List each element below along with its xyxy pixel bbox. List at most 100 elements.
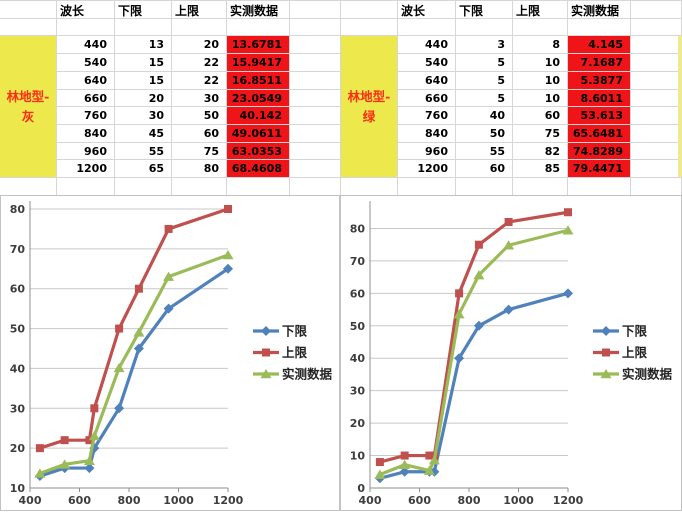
cell-measured[interactable]: 8.6011 xyxy=(568,89,631,108)
chart-canvas-green: 0 10 20 30 40 50 60 70 80 400 600 800 1000 1200 下限上限实测… xyxy=(350,201,673,507)
series-line xyxy=(38,253,230,475)
cell-lower[interactable]: 40 xyxy=(456,107,513,126)
cell-lower[interactable]: 5 xyxy=(456,71,513,90)
cell-measured[interactable]: 65.6481 xyxy=(568,125,631,143)
cell-upper[interactable]: 60 xyxy=(513,107,568,126)
cell-empty xyxy=(57,18,115,37)
chart-green[interactable]: 0 10 20 30 40 50 60 70 80 400 600 800 1000 1200 下限 上限 实测… xyxy=(340,195,682,511)
cell-measured[interactable]: 13.6781 xyxy=(227,36,290,55)
cell-lower[interactable]: 60 xyxy=(456,160,513,179)
cell-upper[interactable]: 22 xyxy=(172,71,227,90)
y-tick-label: 20 xyxy=(10,442,26,455)
data-point-marker xyxy=(473,320,484,331)
cell-lower[interactable]: 5 xyxy=(456,54,513,72)
cell-lower[interactable]: 65 xyxy=(115,160,172,179)
cell-lower[interactable]: 15 xyxy=(115,71,172,90)
cell-upper[interactable]: 20 xyxy=(172,36,227,55)
cell-lower[interactable]: 20 xyxy=(115,89,172,108)
cell-wavelength[interactable]: 760 xyxy=(57,107,115,126)
cell-wavelength[interactable]: 1200 xyxy=(57,160,115,179)
column-header-lower[interactable]: 下限 xyxy=(115,1,172,19)
legend-marker xyxy=(261,326,271,336)
cell-wavelength[interactable]: 840 xyxy=(398,125,456,143)
column-header-measured[interactable]: 实测数据 xyxy=(568,1,631,19)
cell-measured[interactable]: 68.4608 xyxy=(227,160,290,179)
cell-wavelength[interactable]: 960 xyxy=(57,142,115,161)
cell-upper[interactable]: 10 xyxy=(513,54,568,72)
cell-measured[interactable]: 40.142 xyxy=(227,107,290,126)
cell-upper[interactable]: 85 xyxy=(513,160,568,179)
cell-upper[interactable]: 82 xyxy=(513,142,568,161)
cell-measured[interactable]: 15.9417 xyxy=(227,54,290,72)
cell-wavelength[interactable]: 660 xyxy=(57,89,115,108)
cell-upper[interactable]: 30 xyxy=(172,89,227,108)
cell-measured[interactable]: 5.3877 xyxy=(568,71,631,90)
column-header-wavelength[interactable]: 波长 xyxy=(398,1,456,19)
y-tick-label: 30 xyxy=(350,385,366,398)
x-tick-label: 1000 xyxy=(503,494,534,507)
column-header-upper[interactable]: 上限 xyxy=(172,1,227,19)
cell-lower[interactable]: 55 xyxy=(115,142,172,161)
cell-wavelength[interactable]: 760 xyxy=(398,107,456,126)
column-header-measured[interactable]: 实测数据 xyxy=(227,1,290,19)
cell-wavelength[interactable]: 540 xyxy=(398,54,456,72)
cell-measured[interactable]: 49.0611 xyxy=(227,125,290,143)
cell-wavelength[interactable]: 440 xyxy=(57,36,115,55)
cell-lower[interactable]: 45 xyxy=(115,125,172,143)
cell-empty xyxy=(631,125,682,143)
data-point-marker xyxy=(84,463,95,474)
y-tick-label: 40 xyxy=(350,352,366,365)
cell-empty xyxy=(0,18,57,37)
cell-upper[interactable]: 75 xyxy=(172,142,227,161)
cell-wavelength[interactable]: 440 xyxy=(398,36,456,55)
cell-lower[interactable]: 5 xyxy=(456,89,513,108)
cell-measured[interactable]: 7.1687 xyxy=(568,54,631,72)
cell-empty xyxy=(227,178,290,196)
cell-measured[interactable]: 23.0549 xyxy=(227,89,290,108)
cell-lower[interactable]: 15 xyxy=(115,54,172,72)
cell-wavelength[interactable]: 660 xyxy=(398,89,456,108)
cell-wavelength[interactable]: 640 xyxy=(398,71,456,90)
cell-measured[interactable]: 16.8511 xyxy=(227,71,290,90)
cell-upper[interactable]: 75 xyxy=(513,125,568,143)
series-triangle xyxy=(374,225,574,479)
cell-measured[interactable]: 79.4471 xyxy=(568,160,631,179)
cell-upper[interactable]: 60 xyxy=(172,125,227,143)
cell-measured[interactable]: 63.0353 xyxy=(227,142,290,161)
column-header-upper[interactable]: 上限 xyxy=(513,1,568,19)
cell-lower[interactable]: 30 xyxy=(115,107,172,126)
legend-marker xyxy=(260,369,272,379)
cell-upper[interactable]: 8 xyxy=(513,36,568,55)
cell-upper[interactable]: 10 xyxy=(513,89,568,108)
row-label-green[interactable]: 林地型- 绿 xyxy=(341,36,398,179)
cell-wavelength[interactable]: 540 xyxy=(57,54,115,72)
chart-gray[interactable]: 10 20 30 40 50 60 70 80 400 600 800 1000 1200 下限 上限 实测数… xyxy=(0,195,340,511)
cell-measured[interactable]: 74.8289 xyxy=(568,142,631,161)
cell-upper[interactable]: 80 xyxy=(172,160,227,179)
data-point-marker xyxy=(224,205,232,213)
column-header-lower[interactable]: 下限 xyxy=(456,1,513,19)
cell-lower[interactable]: 55 xyxy=(456,142,513,161)
cell-wavelength[interactable]: 960 xyxy=(398,142,456,161)
cell-lower[interactable]: 3 xyxy=(456,36,513,55)
x-tick-label: 600 xyxy=(68,494,91,507)
cell-upper[interactable]: 50 xyxy=(172,107,227,126)
cell-empty xyxy=(341,18,398,37)
cell-lower[interactable]: 50 xyxy=(456,125,513,143)
cell-empty xyxy=(290,71,341,90)
column-header-wavelength[interactable]: 波长 xyxy=(57,1,115,19)
cell-upper[interactable]: 10 xyxy=(513,71,568,90)
y-tick-label: 40 xyxy=(10,362,26,375)
cell-wavelength[interactable]: 1200 xyxy=(398,160,456,179)
cell-upper[interactable]: 22 xyxy=(172,54,227,72)
cell-measured[interactable]: 53.613 xyxy=(568,107,631,126)
cell-lower[interactable]: 13 xyxy=(115,36,172,55)
cell-wavelength[interactable]: 840 xyxy=(57,125,115,143)
cell-wavelength[interactable]: 640 xyxy=(57,71,115,90)
data-point-marker xyxy=(399,459,411,470)
cell-measured[interactable]: 4.145 xyxy=(568,36,631,55)
cell-empty xyxy=(0,178,57,196)
row-label-gray[interactable]: 林地型- 灰 xyxy=(0,36,57,179)
data-point-marker xyxy=(454,353,465,364)
